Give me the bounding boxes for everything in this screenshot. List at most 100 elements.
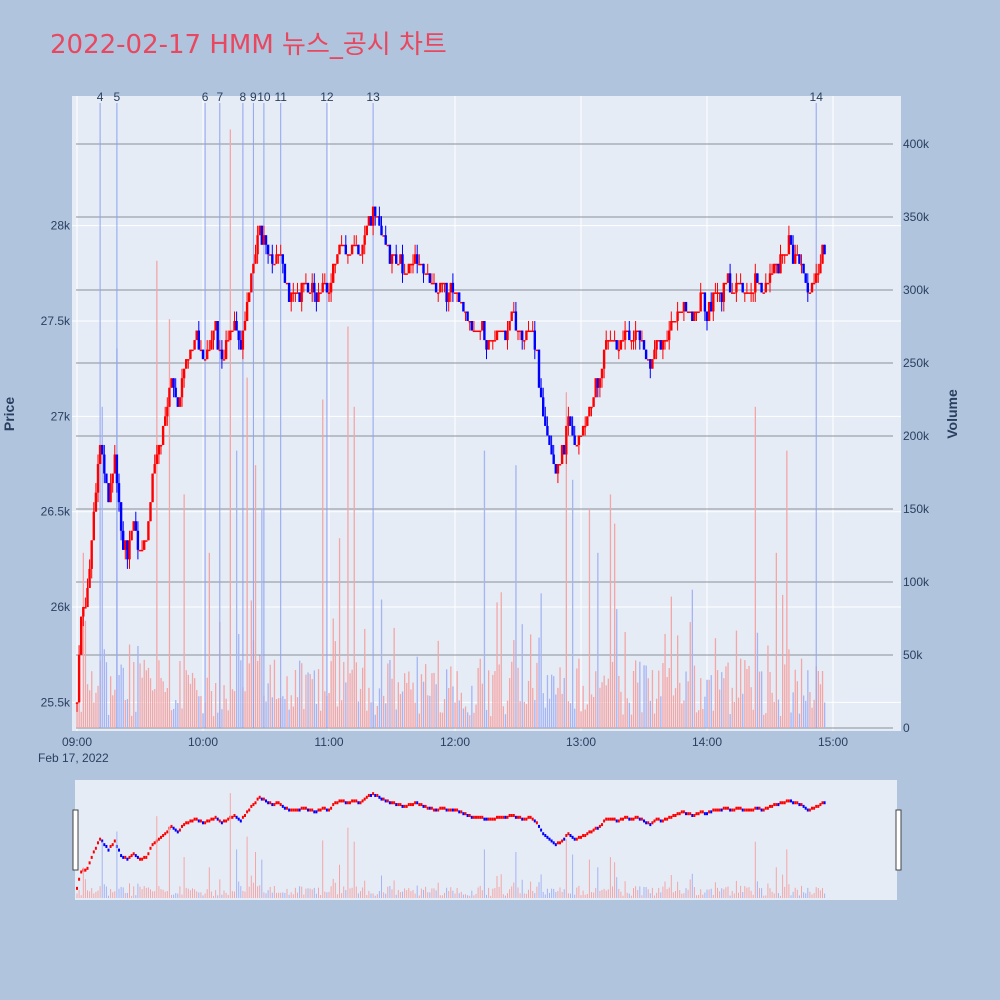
range-slider-candle bbox=[787, 799, 790, 803]
range-slider-candle bbox=[300, 806, 303, 810]
volume-bar bbox=[332, 618, 334, 728]
range-slider-volume-bar bbox=[536, 886, 538, 898]
range-slider-volume-bar bbox=[341, 893, 343, 898]
candle-body bbox=[151, 473, 154, 503]
volume-bar bbox=[154, 689, 156, 728]
volume-bar bbox=[672, 695, 675, 728]
range-slider-candle bbox=[714, 808, 717, 812]
candle-body bbox=[344, 244, 347, 255]
range-slider-volume-bar bbox=[345, 890, 347, 898]
range-slider-candle bbox=[248, 808, 251, 812]
range-slider-volume-bar bbox=[383, 892, 385, 898]
volume-bar bbox=[397, 682, 399, 728]
range-slider-volume-bar bbox=[815, 887, 817, 898]
range-slider-volume-bar bbox=[263, 892, 265, 898]
candle-body bbox=[781, 254, 784, 256]
range-slider-volume-bar bbox=[147, 887, 149, 898]
volume-bar bbox=[175, 700, 177, 728]
volume-bar bbox=[763, 714, 765, 728]
candle-body bbox=[445, 282, 448, 302]
volume-bar bbox=[198, 696, 200, 728]
candle-body bbox=[535, 349, 539, 352]
range-slider-candle bbox=[632, 817, 635, 821]
candle-body bbox=[273, 263, 276, 266]
candle-body bbox=[609, 340, 612, 342]
range-slider-volume-bar bbox=[750, 890, 752, 898]
range-slider-candle bbox=[422, 804, 425, 808]
candle-body bbox=[336, 254, 339, 264]
range-slider-volume-bar bbox=[416, 885, 418, 898]
range-slider-candle bbox=[766, 806, 769, 810]
candle-body bbox=[703, 292, 707, 312]
range-slider-volume-bar bbox=[326, 892, 328, 898]
range-slider-candle bbox=[477, 815, 480, 819]
range-slider-volume-bar bbox=[450, 887, 452, 898]
range-slider-candle bbox=[672, 814, 675, 817]
range-slider-candle bbox=[281, 804, 284, 808]
range-slider-candle bbox=[493, 817, 496, 821]
candle-body bbox=[672, 321, 675, 323]
candle-body bbox=[178, 397, 182, 407]
volume-bar bbox=[265, 701, 267, 728]
range-slider-candle bbox=[319, 808, 322, 812]
volume-bar bbox=[611, 661, 614, 728]
range-slider-candle bbox=[332, 803, 335, 807]
volume-bar bbox=[416, 656, 418, 728]
range-slider-candle bbox=[563, 837, 566, 841]
range-slider-volume-bar bbox=[402, 891, 403, 898]
range-slider-candle bbox=[479, 815, 482, 819]
range-slider-candle bbox=[773, 803, 776, 807]
range-slider-candle bbox=[199, 819, 202, 823]
volume-bar bbox=[433, 672, 435, 728]
candle-body bbox=[449, 282, 452, 293]
range-slider-candle bbox=[594, 826, 597, 830]
range-slider-candle bbox=[571, 835, 574, 839]
range-slider-candle bbox=[514, 815, 517, 819]
range-slider-left-handle[interactable] bbox=[72, 809, 79, 871]
range-slider-candle bbox=[561, 839, 564, 843]
volume-bar bbox=[124, 699, 126, 728]
candle-body bbox=[674, 321, 677, 323]
range-slider-volume-bar bbox=[84, 879, 86, 898]
candle-body bbox=[506, 330, 509, 341]
volume-bar bbox=[479, 658, 481, 728]
volume-bar bbox=[191, 672, 194, 728]
candle-body bbox=[130, 530, 133, 541]
range-slider-candle bbox=[151, 843, 154, 847]
volume-bar bbox=[515, 465, 517, 728]
range-slider-volume-bar bbox=[733, 893, 735, 898]
range-slider-candle bbox=[519, 815, 522, 819]
volume-bar bbox=[431, 673, 433, 728]
range-slider-candle bbox=[103, 843, 106, 847]
volume-bar bbox=[343, 662, 345, 728]
volume-tick-label: 150k bbox=[903, 502, 930, 516]
candle-body bbox=[298, 292, 301, 302]
candle-body bbox=[594, 378, 597, 398]
range-slider-candle bbox=[668, 815, 671, 819]
candle-body bbox=[206, 349, 209, 360]
event-label: 8 bbox=[240, 90, 247, 104]
volume-bar bbox=[498, 664, 500, 728]
range-slider-right-handle[interactable] bbox=[895, 809, 902, 871]
volume-bar bbox=[166, 688, 168, 728]
range-slider-volume-bar bbox=[813, 893, 815, 898]
volume-bar bbox=[664, 633, 666, 728]
range-slider-candle bbox=[107, 848, 110, 852]
candle-body bbox=[235, 321, 238, 331]
range-slider[interactable] bbox=[75, 780, 897, 900]
candle-body bbox=[212, 330, 215, 341]
candle-body bbox=[157, 444, 161, 455]
candle-body bbox=[306, 282, 310, 293]
volume-bar bbox=[559, 667, 561, 728]
range-slider-volume-bar bbox=[189, 890, 191, 898]
candle-body bbox=[420, 263, 423, 266]
range-slider-volume-bar bbox=[210, 891, 212, 898]
volume-bar bbox=[683, 700, 685, 728]
range-slider-candle bbox=[302, 806, 305, 810]
volume-bar bbox=[561, 693, 563, 728]
range-slider-volume-bar bbox=[763, 895, 765, 898]
range-slider-volume-bar bbox=[387, 886, 389, 898]
candle-body bbox=[560, 444, 564, 465]
volume-bar bbox=[200, 696, 202, 728]
candle-body bbox=[523, 340, 526, 342]
